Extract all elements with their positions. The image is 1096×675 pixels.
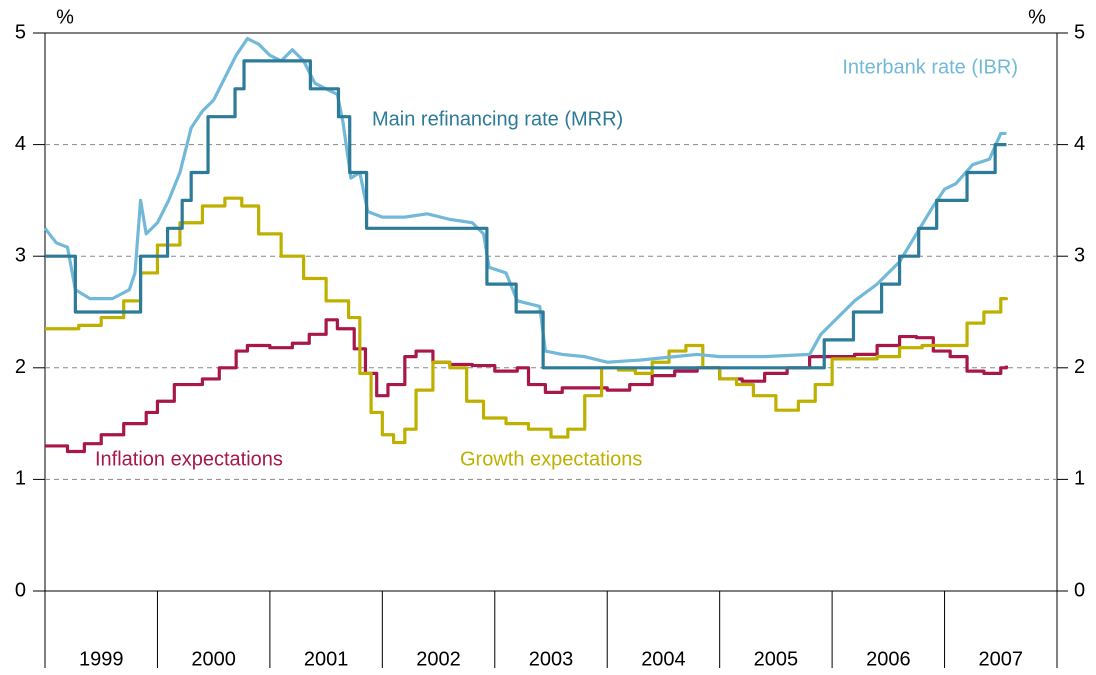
- y2-tick-label: 1: [1074, 468, 1085, 490]
- series-label: Interbank rate (IBR): [842, 56, 1018, 78]
- x-band-label: 2004: [641, 648, 686, 670]
- y-tick-label: 0: [15, 579, 26, 601]
- y-tick-label: 1: [15, 468, 26, 490]
- y2-tick-label: 4: [1074, 133, 1085, 155]
- x-band-label: 2007: [979, 648, 1024, 670]
- x-band-label: 2001: [304, 648, 349, 670]
- x-band-label: 2000: [191, 648, 236, 670]
- y2-tick-label: 5: [1074, 21, 1085, 43]
- y-unit-left: %: [56, 6, 74, 28]
- series-line: [43, 36, 1007, 364]
- series-label: Inflation expectations: [95, 448, 283, 470]
- series-label: Growth expectations: [460, 448, 642, 470]
- series-label: Main refinancing rate (MRR): [372, 108, 623, 130]
- y2-tick-label: 3: [1074, 244, 1085, 266]
- y-tick-label: 4: [15, 133, 26, 155]
- y2-tick-label: 2: [1074, 356, 1085, 378]
- series-line: [45, 318, 1008, 454]
- y2-tick-label: 0: [1074, 579, 1085, 601]
- y-unit-right: %: [1028, 6, 1046, 28]
- y-tick-label: 5: [15, 21, 26, 43]
- x-band-label: 2006: [866, 648, 911, 670]
- x-band-label: 2002: [416, 648, 461, 670]
- y-tick-label: 2: [15, 356, 26, 378]
- x-band-label: 2005: [754, 648, 799, 670]
- series-line: [45, 196, 1008, 445]
- y-tick-label: 3: [15, 244, 26, 266]
- x-band-label: 1999: [79, 648, 124, 670]
- x-band-label: 2003: [529, 648, 574, 670]
- series-line: [45, 59, 1007, 370]
